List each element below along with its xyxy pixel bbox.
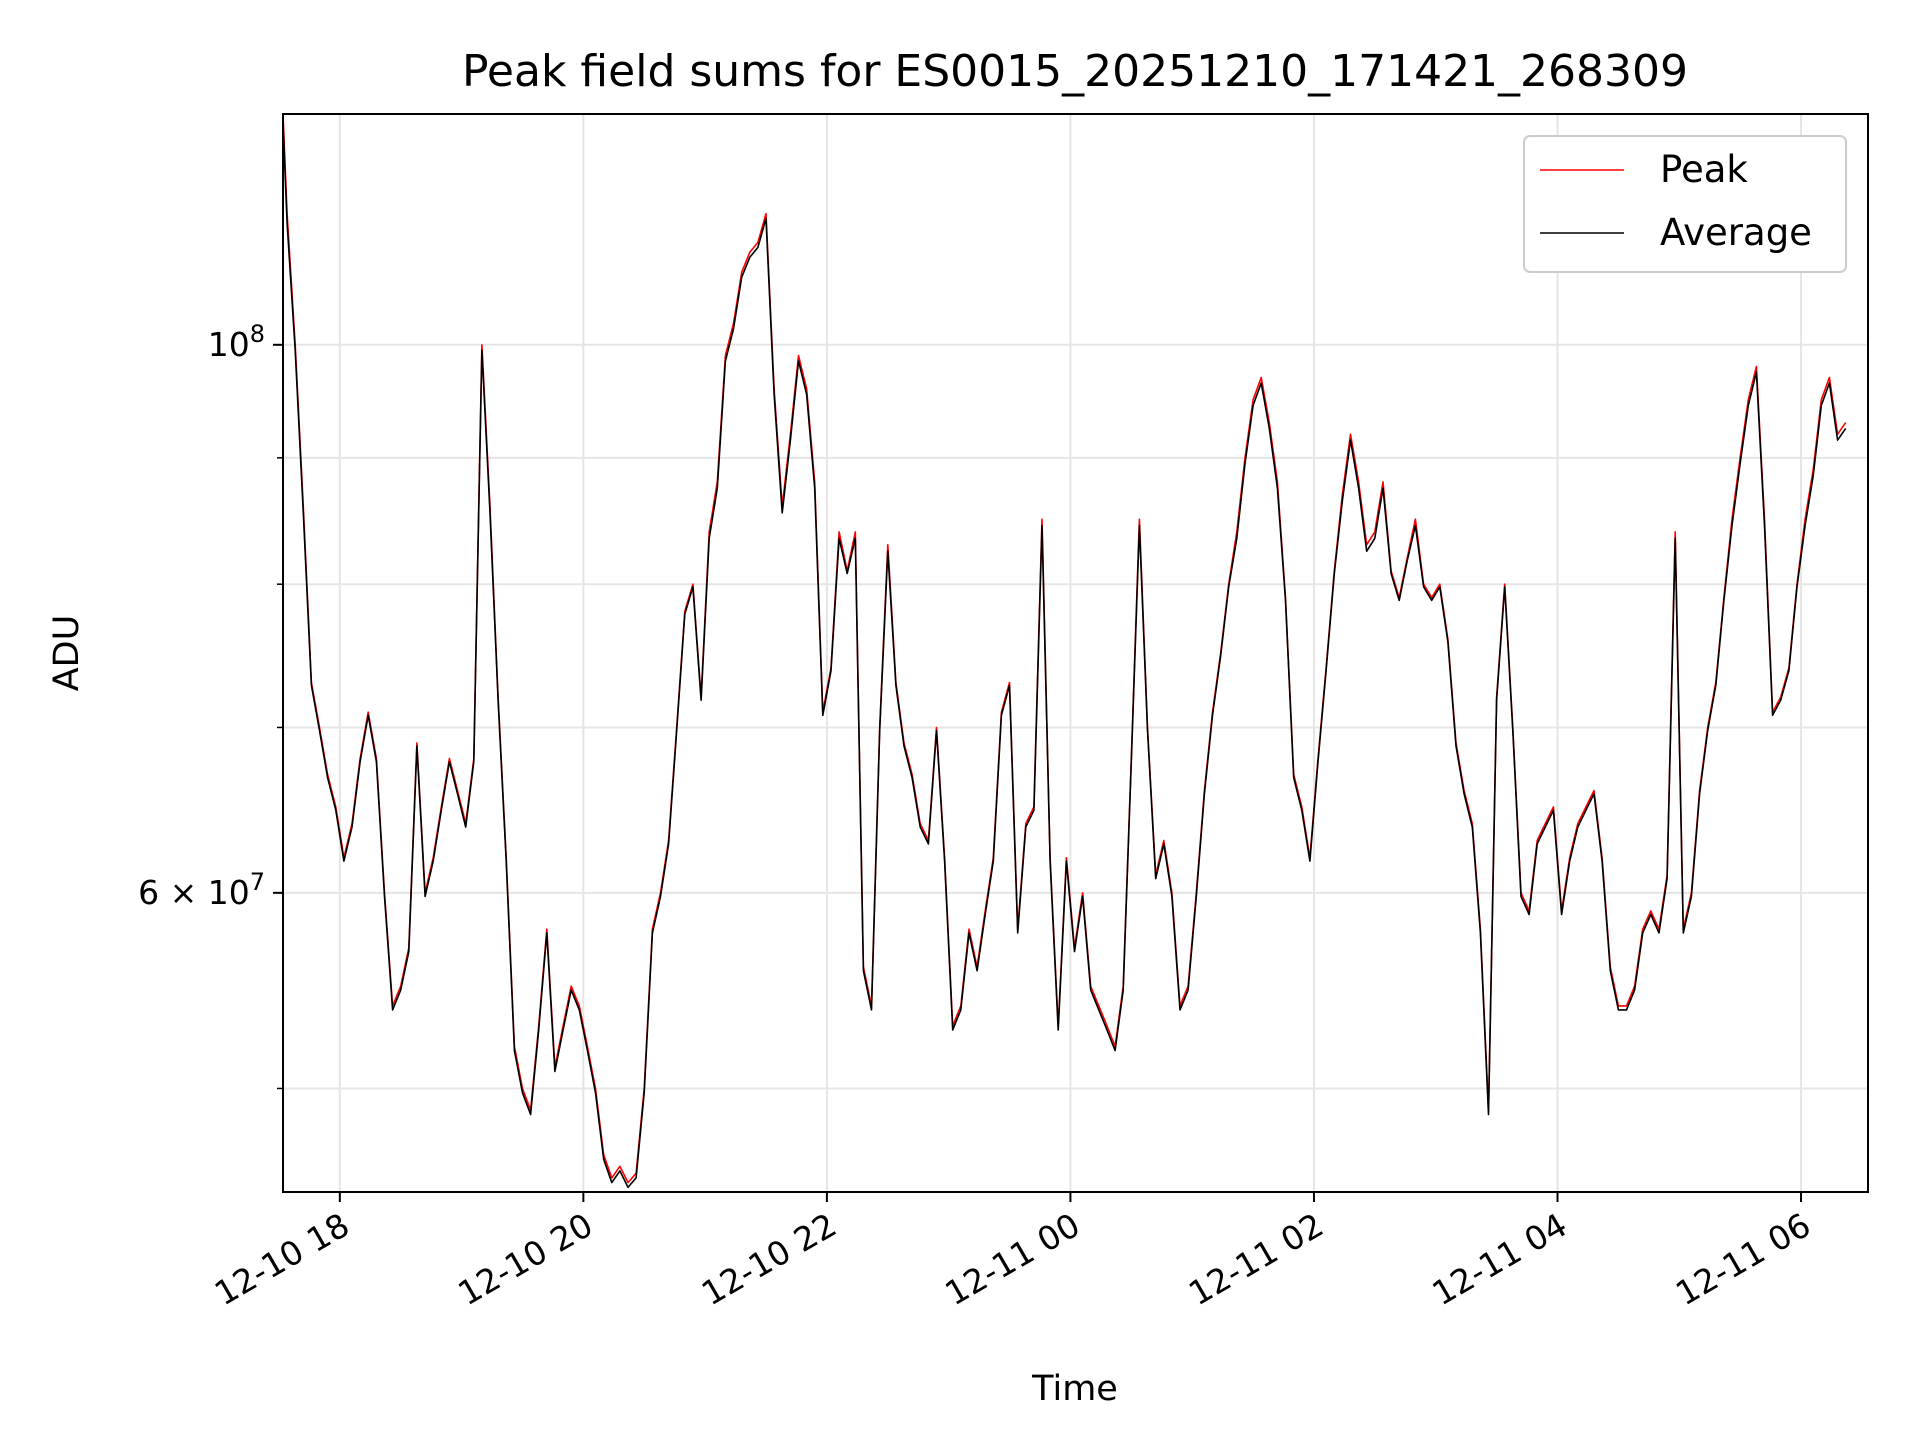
y-axis: 6 × 107 108 [138,320,283,1090]
legend-peak-label: Peak [1660,148,1748,191]
plot-frame [282,113,1869,1193]
y-tick-label-exponent: 7 [250,868,265,896]
legend: Peak Average [1523,135,1847,273]
y-tick-label: 6 × 107 [138,868,265,912]
x-axis-label: Time [1031,1369,1118,1409]
y-axis-label: ADU [47,615,87,692]
y-tick-label-base: 6 × 10 [138,873,250,912]
series-group [283,114,1847,1189]
legend-average-label: Average [1660,211,1812,254]
series-line-average [283,122,1847,1189]
chart-title: Peak field sums for ES0015_20251210_1714… [462,46,1688,97]
y-tick-label-exponent: 8 [250,320,265,348]
grid [283,114,1868,1192]
y-tick-label-base: 10 [208,325,250,364]
y-tick-label: 108 [208,320,265,364]
